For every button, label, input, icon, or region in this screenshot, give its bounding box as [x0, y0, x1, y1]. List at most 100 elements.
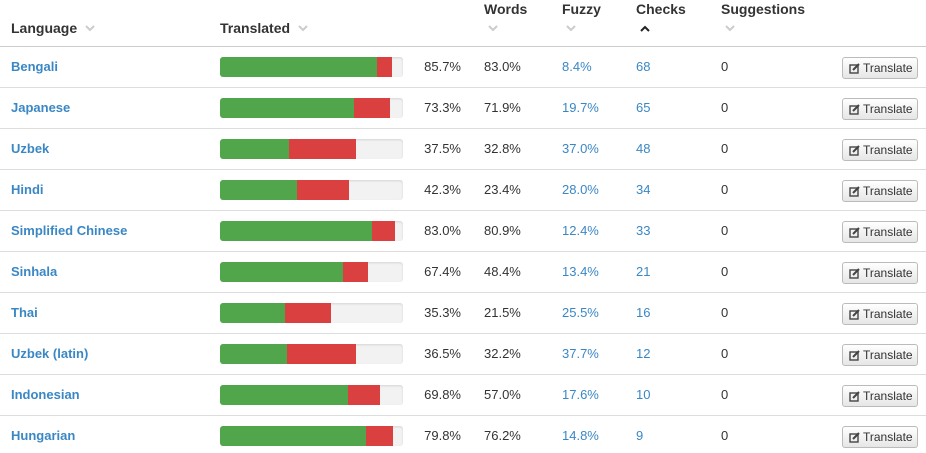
translate-button[interactable]: Translate — [842, 343, 918, 366]
suggestions-count: 0 — [721, 58, 729, 74]
progress-bar — [220, 384, 403, 405]
translated-percent: 37.5% — [424, 140, 461, 156]
checks-count[interactable]: 65 — [636, 99, 651, 115]
sort-icon[interactable] — [488, 25, 498, 32]
checks-count[interactable]: 68 — [636, 58, 651, 74]
fuzzy-percent[interactable]: 37.0% — [562, 140, 599, 156]
translated-percent: 67.4% — [424, 263, 461, 279]
words-percent: 57.0% — [484, 386, 521, 402]
fuzzy-segment — [376, 56, 393, 77]
column-header[interactable]: Translated — [220, 20, 291, 36]
row-line — [0, 87, 926, 88]
translate-button[interactable]: Translate — [842, 384, 918, 407]
sort-icon[interactable] — [725, 25, 735, 32]
fuzzy-segment — [288, 138, 357, 159]
button-label: Translate — [863, 60, 913, 75]
suggestions-count: 0 — [721, 386, 729, 402]
language-link[interactable]: Uzbek (latin) — [11, 345, 89, 361]
language-link[interactable]: Hindi — [11, 181, 44, 197]
column-header[interactable]: Fuzzy — [562, 1, 601, 17]
column-header[interactable]: Checks — [636, 1, 686, 17]
fuzzy-percent[interactable]: 8.4% — [562, 58, 592, 74]
checks-count[interactable]: 16 — [636, 304, 651, 320]
fuzzy-percent[interactable]: 37.7% — [562, 345, 599, 361]
fuzzy-percent[interactable]: 13.4% — [562, 263, 599, 279]
fuzzy-percent[interactable]: 12.4% — [562, 222, 599, 238]
progress-bar — [220, 220, 403, 241]
progress-bar — [220, 56, 403, 77]
suggestions-count: 0 — [721, 304, 729, 320]
translated-percent: 42.3% — [424, 181, 461, 197]
language-link[interactable]: Japanese — [11, 99, 71, 115]
button-label: Translate — [863, 224, 913, 239]
edit-icon — [849, 349, 860, 361]
language-link[interactable]: Bengali — [11, 58, 58, 74]
edit-icon — [849, 308, 860, 320]
button-label: Translate — [863, 101, 913, 116]
translated-percent: 79.8% — [424, 427, 461, 443]
edit-icon — [849, 144, 860, 156]
edit-icon — [849, 390, 860, 402]
edit-icon — [849, 185, 860, 197]
checks-count[interactable]: 10 — [636, 386, 651, 402]
language-link[interactable]: Sinhala — [11, 263, 58, 279]
translate-button[interactable]: Translate — [842, 302, 918, 325]
checks-count[interactable]: 33 — [636, 222, 651, 238]
words-percent: 80.9% — [484, 222, 521, 238]
edit-icon — [849, 62, 860, 74]
sort-icon[interactable] — [298, 25, 308, 32]
checks-count[interactable]: 9 — [636, 427, 644, 443]
column-header[interactable]: Language — [11, 20, 78, 36]
translate-button[interactable]: Translate — [842, 220, 918, 243]
progress-bar — [220, 302, 403, 323]
language-link[interactable]: Indonesian — [11, 386, 80, 402]
translate-button[interactable]: Translate — [842, 261, 918, 284]
fuzzy-percent[interactable]: 19.7% — [562, 99, 599, 115]
translated-segment — [220, 220, 372, 241]
translate-button[interactable]: Translate — [842, 425, 918, 448]
translate-button[interactable]: Translate — [842, 138, 918, 161]
fuzzy-percent[interactable]: 14.8% — [562, 427, 599, 443]
words-percent: 48.4% — [484, 263, 521, 279]
column-header[interactable]: Words — [484, 1, 528, 17]
translate-button[interactable]: Translate — [842, 56, 918, 79]
translated-segment — [220, 384, 348, 405]
fuzzy-percent[interactable]: 28.0% — [562, 181, 599, 197]
progress-bar — [220, 179, 403, 200]
suggestions-count: 0 — [721, 427, 729, 443]
translated-segment — [220, 56, 377, 77]
translate-button[interactable]: Translate — [842, 97, 918, 120]
row-line — [0, 292, 926, 293]
language-link[interactable]: Hungarian — [11, 427, 76, 443]
language-link[interactable]: Simplified Chinese — [11, 222, 128, 238]
button-label: Translate — [863, 183, 913, 198]
fuzzy-percent[interactable]: 17.6% — [562, 386, 599, 402]
header-line — [0, 46, 926, 47]
checks-count[interactable]: 48 — [636, 140, 651, 156]
button-label: Translate — [863, 265, 913, 280]
language-link[interactable]: Uzbek — [11, 140, 50, 156]
button-label: Translate — [863, 429, 913, 444]
suggestions-count: 0 — [721, 222, 729, 238]
sort-icon[interactable] — [640, 25, 650, 32]
translated-segment — [220, 179, 298, 200]
checks-count[interactable]: 34 — [636, 181, 651, 197]
fuzzy-percent[interactable]: 25.5% — [562, 304, 599, 320]
suggestions-count: 0 — [721, 263, 729, 279]
words-percent: 23.4% — [484, 181, 521, 197]
translated-segment — [220, 97, 355, 118]
translated-segment — [220, 302, 285, 323]
words-percent: 71.9% — [484, 99, 521, 115]
suggestions-count: 0 — [721, 99, 729, 115]
checks-count[interactable]: 21 — [636, 263, 651, 279]
checks-count[interactable]: 12 — [636, 345, 651, 361]
translate-button[interactable]: Translate — [842, 179, 918, 202]
suggestions-count: 0 — [721, 140, 729, 156]
column-header[interactable]: Suggestions — [721, 1, 806, 17]
progress-bar — [220, 261, 403, 282]
suggestions-count: 0 — [721, 345, 729, 361]
sort-icon[interactable] — [85, 25, 95, 32]
sort-icon[interactable] — [566, 25, 576, 32]
row-line — [0, 210, 926, 211]
language-link[interactable]: Thai — [11, 304, 38, 320]
